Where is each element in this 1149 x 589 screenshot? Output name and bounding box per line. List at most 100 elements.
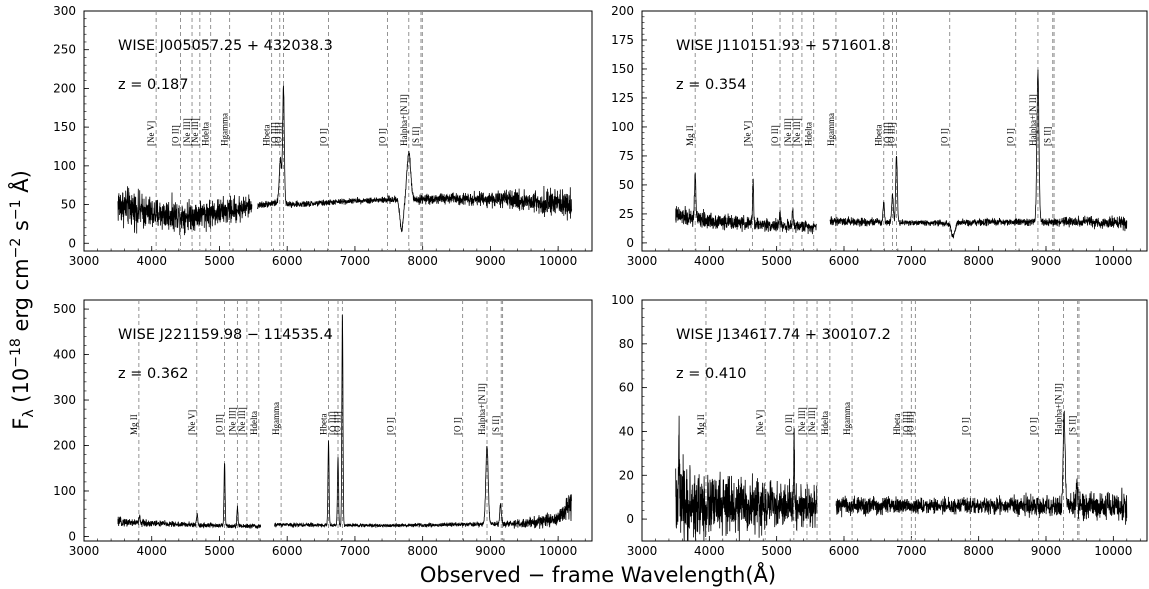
line-label: [Ne III]	[792, 118, 802, 146]
y-tick-label: 250	[53, 43, 76, 57]
line-label: Hbeta	[874, 125, 884, 147]
y-tick-label: 0	[68, 236, 76, 250]
x-tick-label: 6000	[829, 254, 860, 268]
x-tick-label: 9000	[1031, 544, 1062, 558]
spectrum-line	[117, 85, 573, 236]
y-tick-label: 400	[53, 348, 76, 362]
emission-line-markers: Mg II [Ne V] [O II] [Ne III] [Ne III] Hdelta H…	[696, 300, 1080, 541]
line-label: Hbeta	[319, 414, 329, 436]
line-label: [Ne V]	[146, 121, 156, 146]
y-tick-label: 200	[53, 439, 76, 453]
line-label: [O II]	[171, 125, 181, 146]
line-label: [Ne III]	[797, 407, 807, 435]
panel-1: 3000 4000 5000 6000 7000 8000 9000 10000 0 50 100 1…	[53, 4, 593, 268]
y-tick-label: 0	[626, 236, 634, 250]
x-tick-label: 8000	[963, 544, 994, 558]
x-tick-label: 6000	[272, 254, 303, 268]
line-label: [O I]	[940, 128, 950, 146]
y-axis-label: Fλ (10−18 erg cm−2 s−1 Å)	[7, 170, 37, 430]
x-tick-label: 9000	[1031, 254, 1062, 268]
y-tick-label: 500	[53, 302, 76, 316]
x-tick-label: 6000	[272, 544, 303, 558]
y-tick-label: 0	[68, 529, 76, 543]
line-label: Halpha+[N II]	[477, 383, 487, 435]
line-label: [O II]	[770, 125, 780, 146]
x-tick-label: 9000	[475, 254, 506, 268]
line-label: Hdelta	[804, 122, 814, 146]
x-tick-label: 3000	[69, 254, 100, 268]
line-label: [Ne III]	[227, 407, 237, 435]
x-tick-label: 4000	[136, 544, 167, 558]
line-label: Halpha+[N II]	[399, 94, 409, 146]
y-tick-label: 100	[53, 484, 76, 498]
panel-2: 3000 4000 5000 6000 7000 8000 9000 10000 0 25 50 75…	[611, 4, 1148, 268]
object-name: WISE J221159.98 − 114535.4	[118, 327, 333, 343]
y-label-mid: erg cm	[9, 258, 33, 338]
x-tick-label: 10000	[1094, 254, 1132, 268]
line-label: [O I]	[453, 417, 463, 435]
x-tick-label: 5000	[761, 544, 792, 558]
line-label: [S II]	[1043, 127, 1053, 146]
y-tick-label: 125	[611, 91, 634, 105]
x-tick-label: 3000	[627, 254, 658, 268]
line-label: Hgamma	[842, 402, 852, 435]
y-tick-label: 50	[61, 198, 76, 212]
x-tick-label: 8000	[407, 544, 438, 558]
line-label: [Ne III]	[182, 118, 192, 146]
x-tick-label: 4000	[694, 544, 725, 558]
line-label: [O III]	[328, 411, 338, 435]
line-label: [Ne V]	[755, 410, 765, 435]
x-tick-label: 9000	[475, 544, 506, 558]
y-label-end: Å)	[7, 170, 33, 199]
line-label: [O III]	[882, 122, 892, 146]
x-tick-label: 3000	[69, 544, 100, 558]
x-tick-label: 5000	[761, 254, 792, 268]
redshift-label: z = 0.362	[118, 366, 189, 382]
line-label: Halpha+[N II]	[1054, 383, 1064, 435]
y-label-units: (10	[9, 368, 33, 410]
x-tick-label: 7000	[340, 254, 371, 268]
line-label: Hgamma	[220, 113, 230, 146]
y-tick-label: 150	[611, 62, 634, 76]
panel-3: 3000 4000 5000 6000 7000 8000 9000 10000 0 100 200…	[53, 299, 593, 558]
line-label: [Ne III]	[783, 118, 793, 146]
line-label: Mg II	[696, 414, 706, 435]
y-tick-label: 60	[619, 381, 634, 395]
line-label: Hbeta	[892, 414, 902, 436]
line-label: [O I]	[1006, 128, 1016, 146]
x-tick-label: 8000	[407, 254, 438, 268]
y-tick-label: 80	[619, 337, 634, 351]
emission-line-markers: Mg II [Ne V] [O II] [Ne III] [Ne III] Hdelta H…	[129, 300, 504, 541]
y-tick-label: 20	[619, 468, 634, 482]
line-label: [O I]	[377, 128, 387, 146]
y-tick-label: 200	[53, 81, 76, 95]
y-label-s: s	[9, 220, 33, 238]
x-tick-label: 10000	[539, 544, 577, 558]
line-label: [S II]	[491, 416, 501, 435]
line-label: [O I]	[1029, 417, 1039, 435]
y-label-exp1: −18	[8, 338, 24, 368]
y-label-sub: λ	[21, 409, 37, 417]
object-name: WISE J110151.93 + 571601.8	[676, 38, 891, 54]
emission-line-markers: Mg II [Ne V] [O II] [Ne III] [Ne III] Hdelta H…	[685, 11, 1055, 251]
line-label: Mg II	[129, 414, 139, 435]
object-name: WISE J005057.25 + 432038.3	[118, 38, 333, 54]
line-label: [Ne III]	[807, 407, 817, 435]
line-label: [O III]	[901, 411, 911, 435]
x-tick-label: 10000	[1094, 544, 1132, 558]
x-tick-label: 7000	[896, 254, 927, 268]
line-label: Hgamma	[826, 113, 836, 146]
plot-frame	[641, 10, 1148, 252]
line-label: [O III]	[887, 122, 897, 146]
line-label: [O I]	[319, 128, 329, 146]
redshift-label: z = 0.187	[118, 77, 189, 93]
y-label-exp3: −1	[8, 199, 24, 220]
line-label: [Ne V]	[187, 410, 197, 435]
x-tick-label: 7000	[340, 544, 371, 558]
y-tick-label: 200	[611, 4, 634, 18]
line-label: [O III]	[332, 411, 342, 435]
x-tick-label: 5000	[204, 254, 235, 268]
y-tick-label: 40	[619, 424, 634, 438]
line-label: [S II]	[411, 127, 421, 146]
